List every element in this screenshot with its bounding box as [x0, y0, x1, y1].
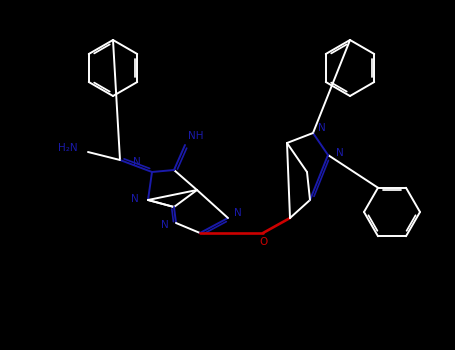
Text: NH: NH: [188, 131, 204, 141]
Text: N: N: [161, 220, 169, 230]
Text: H₂N: H₂N: [58, 143, 78, 153]
Text: N: N: [336, 148, 344, 158]
Text: O: O: [259, 237, 267, 247]
Text: N: N: [133, 157, 141, 167]
Text: N: N: [131, 194, 139, 204]
Text: N: N: [234, 208, 242, 218]
Text: N: N: [318, 123, 326, 133]
